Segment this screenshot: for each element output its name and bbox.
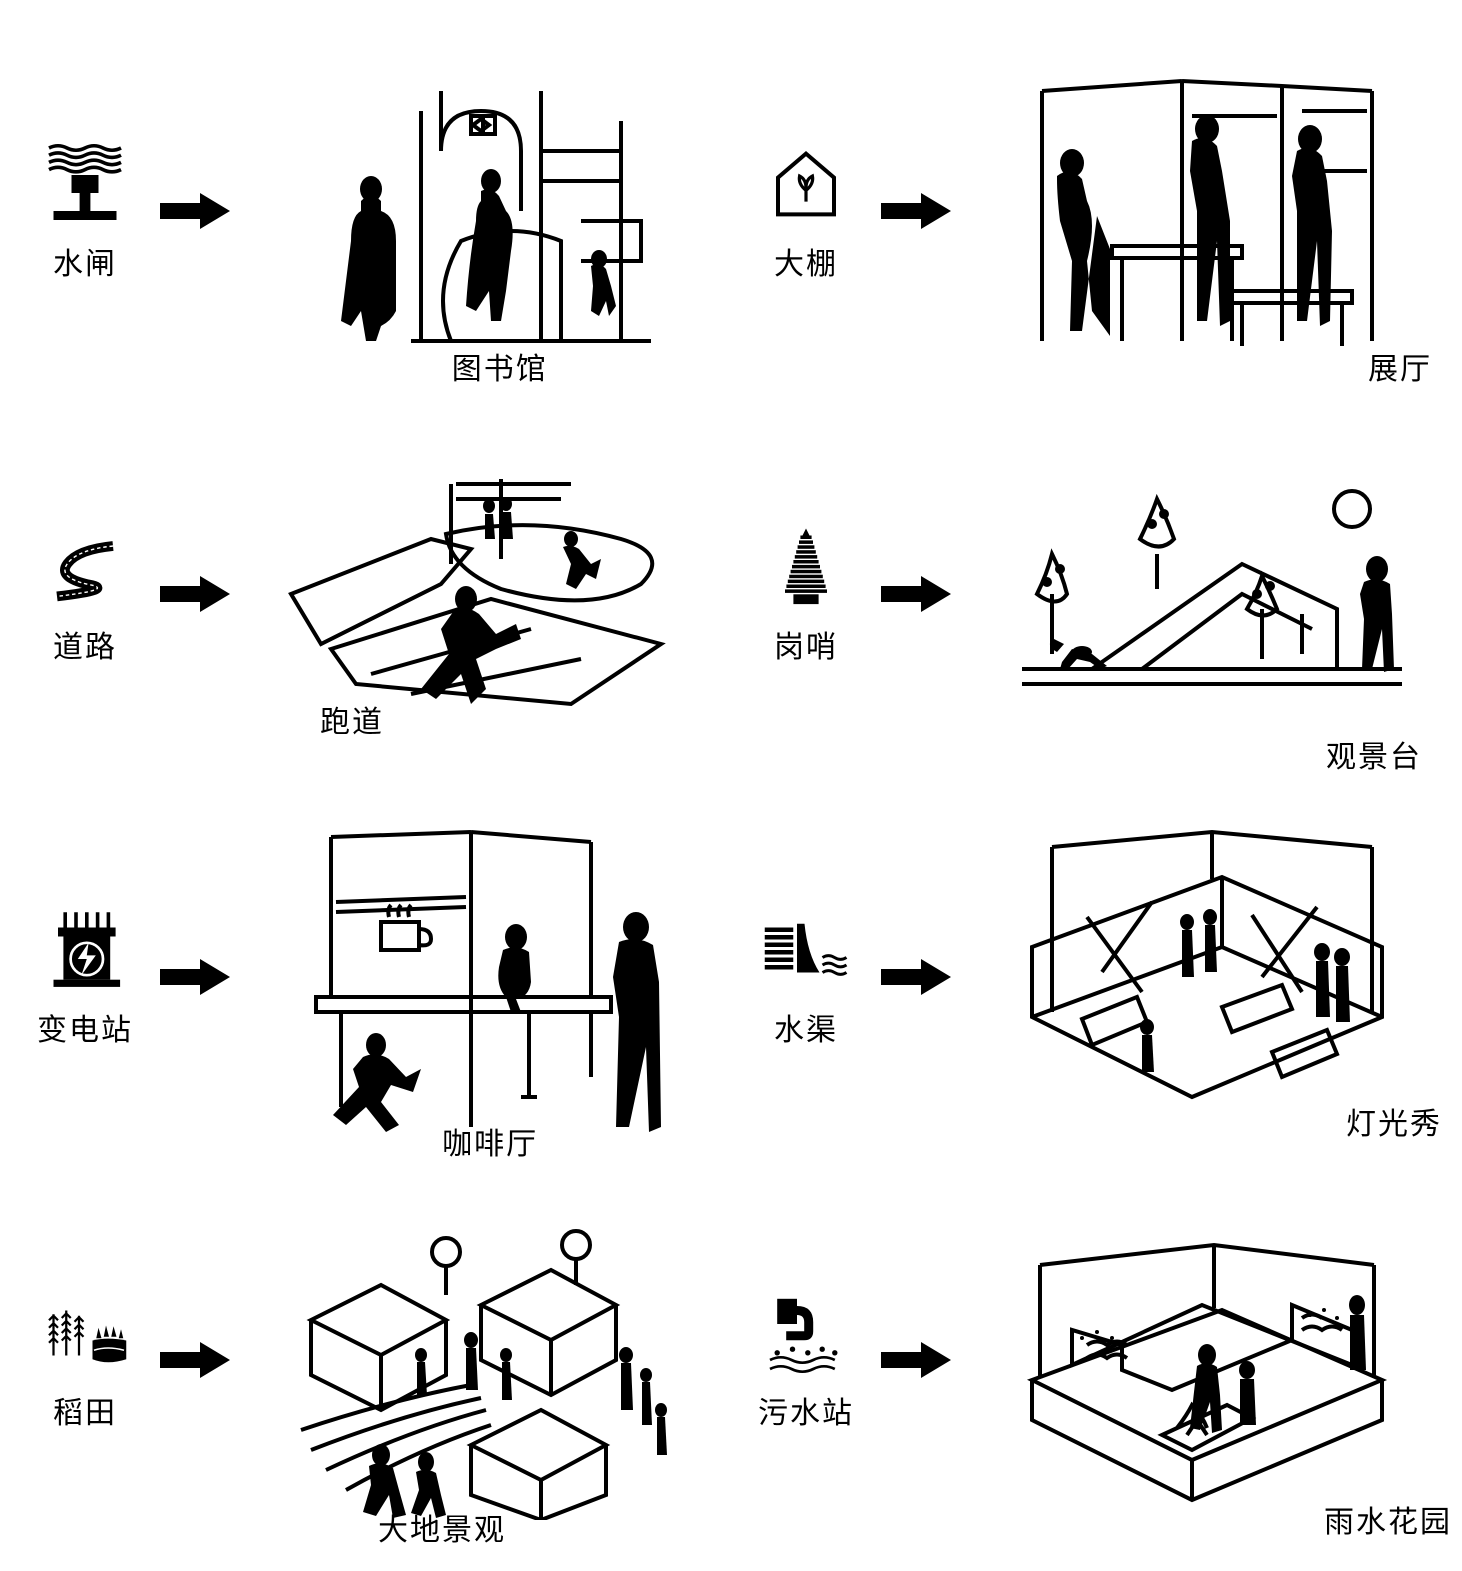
gallery-sketch-icon [961, 30, 1442, 393]
cell-pagoda-deck: 岗哨 [741, 413, 1442, 776]
source-label: 大棚 [774, 239, 838, 283]
target-label: 展厅 [1368, 344, 1432, 388]
cell-canal-lightshow: 水渠 [741, 796, 1442, 1159]
target-landart: 大地景观 [240, 1178, 721, 1541]
source-greenhouse: 大棚 [741, 139, 871, 283]
target-label: 咖啡厅 [442, 1119, 538, 1163]
source-pagoda: 岗哨 [741, 522, 871, 666]
source-label: 岗哨 [774, 622, 838, 666]
cell-sewage-raingarden: 污水站 [741, 1178, 1442, 1541]
target-label: 灯光秀 [1346, 1099, 1442, 1143]
target-label: 大地景观 [378, 1505, 506, 1549]
arrow-icon [881, 191, 951, 231]
cafe-sketch-icon [240, 796, 721, 1159]
source-sluice: 水闸 [20, 139, 150, 283]
arrow-icon [160, 1340, 230, 1380]
source-substation: 变电站 [20, 905, 150, 1049]
source-label: 污水站 [758, 1388, 854, 1432]
sewage-icon [761, 1288, 851, 1378]
arrow-icon [881, 1340, 951, 1380]
source-paddy: 稻田 [20, 1288, 150, 1432]
paddy-icon [40, 1288, 130, 1378]
arrow-icon [160, 191, 230, 231]
road-icon [40, 522, 130, 612]
source-label: 道路 [53, 622, 117, 666]
transformation-grid: 水闸 [0, 0, 1462, 1571]
source-sewage: 污水站 [741, 1288, 871, 1432]
target-lightshow: 灯光秀 [961, 796, 1442, 1159]
source-canal: 水渠 [741, 905, 871, 1049]
cell-paddy-landart: 稻田 [20, 1178, 721, 1541]
arrow-icon [160, 957, 230, 997]
source-road: 道路 [20, 522, 150, 666]
target-cafe: 咖啡厅 [240, 796, 721, 1159]
target-library: 图书馆 [240, 30, 721, 393]
running-track-sketch-icon [240, 413, 721, 776]
target-raingarden: 雨水花园 [961, 1178, 1442, 1541]
cell-substation-cafe: 变电站 [20, 796, 721, 1159]
arrow-icon [881, 574, 951, 614]
sluice-icon [40, 139, 130, 229]
canal-icon [761, 905, 851, 995]
arrow-icon [160, 574, 230, 614]
cell-sluice-library: 水闸 [20, 30, 721, 393]
target-deck: 观景台 [961, 413, 1442, 776]
rain-garden-sketch-icon [961, 1178, 1442, 1541]
target-label: 观景台 [1326, 732, 1422, 776]
source-label: 水闸 [53, 239, 117, 283]
viewing-deck-sketch-icon [961, 413, 1442, 776]
greenhouse-icon [761, 139, 851, 229]
target-gallery: 展厅 [961, 30, 1442, 393]
pagoda-icon [761, 522, 851, 612]
cell-road-track: 道路 [20, 413, 721, 776]
library-sketch-icon [240, 30, 721, 393]
source-label: 稻田 [53, 1388, 117, 1432]
source-label: 变电站 [37, 1005, 133, 1049]
target-label: 雨水花园 [1324, 1497, 1452, 1541]
target-track: 跑道 [240, 413, 721, 776]
cell-greenhouse-gallery: 大棚 [741, 30, 1442, 393]
substation-icon [40, 905, 130, 995]
source-label: 水渠 [774, 1005, 838, 1049]
land-art-sketch-icon [240, 1178, 721, 1541]
target-label: 跑道 [320, 697, 384, 741]
arrow-icon [881, 957, 951, 997]
target-label: 图书馆 [452, 344, 548, 388]
